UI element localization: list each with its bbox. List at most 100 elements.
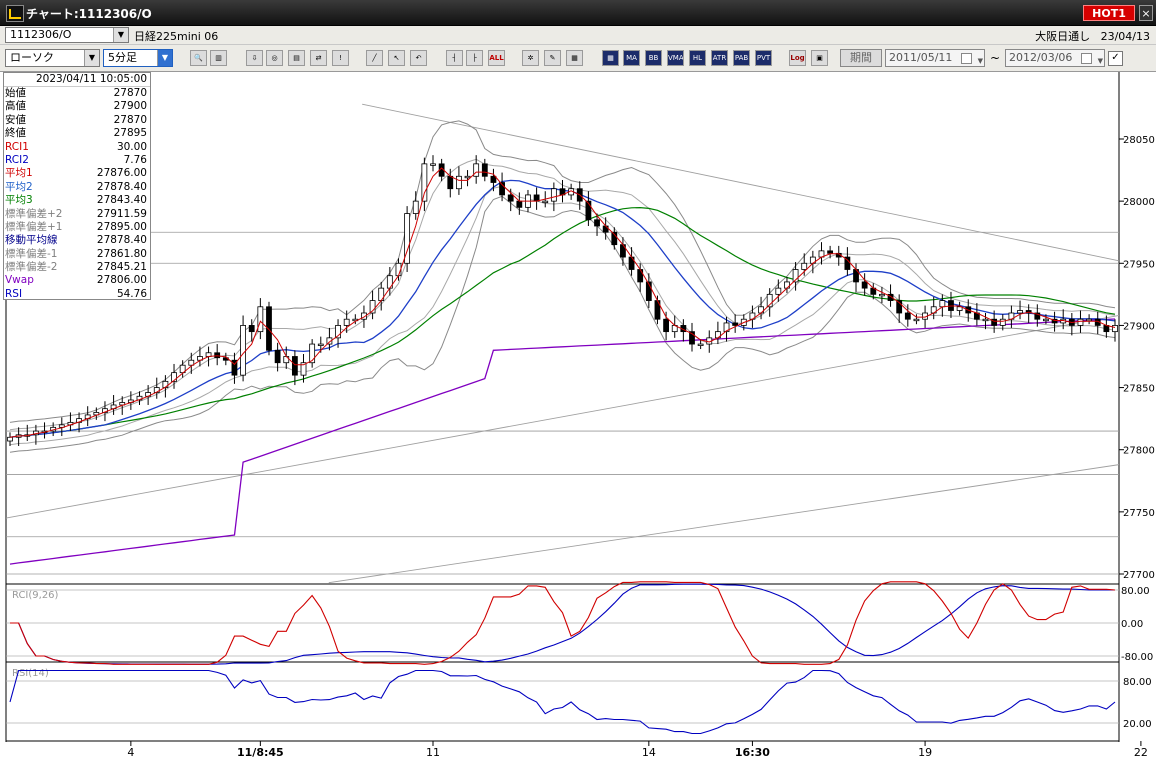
period-checkbox[interactable]: ✓ [1108,51,1123,66]
draw-line-icon[interactable]: ╱ [366,50,383,66]
atr-button[interactable]: ATR [711,50,728,66]
y-tick-label: 27850 [1123,384,1155,395]
hl-button[interactable]: HL [689,50,706,66]
pointer-icon[interactable]: ↖ [388,50,405,66]
candle-body [689,331,695,345]
date-from-field[interactable]: 2011/05/11 ▼ [885,49,985,67]
candle-body [240,325,246,376]
trend-line [5,315,1120,519]
symbol-select[interactable]: 1112306/O ▼ [5,27,129,43]
info-panel: 2023/04/11 10:05:00 始値 27870 高値 27900 安値 2787… [3,72,151,300]
candle-body [956,306,963,311]
info-row: 平均3 27843.40 [4,194,150,207]
pvt-button[interactable]: PVT [755,50,772,66]
y-tick-label: 28000 [1123,197,1155,208]
candle-body [231,359,238,376]
calendar-icon[interactable] [1081,53,1092,64]
chevron-down-icon[interactable]: ▼ [1097,57,1103,65]
candle-body [999,318,1006,326]
bar-chart-icon[interactable]: ▤ [288,50,305,66]
color-icon[interactable]: ▦ [566,50,583,66]
chevron-down-icon[interactable]: ▼ [84,50,99,66]
candle-body [1043,318,1049,322]
x-tick-label: 19 [918,746,932,759]
info-row: 終値 27895 [4,127,150,140]
period-button[interactable]: 期間 [840,49,882,67]
chart-type-select[interactable]: ローソク ▼ [5,49,100,67]
candle-body [300,362,307,376]
download-icon[interactable]: ⇩ [246,50,263,66]
candle-body [248,325,255,333]
y-tick-label: 27750 [1123,508,1155,519]
chart-type-value: ローソク [10,51,54,64]
log-button[interactable]: Log [789,50,806,66]
zoom-icon[interactable]: 🔍 [190,50,207,66]
chevron-down-icon[interactable]: ▼ [157,50,172,66]
close-button[interactable]: × [1139,5,1153,21]
chart-canvas[interactable]: 28050 28000 27950 27900 27850 27800 27750 27700… [0,72,1156,760]
candle-right-icon[interactable]: ├ [466,50,483,66]
panel-icon[interactable]: ▣ [811,50,828,66]
bollinger-band-line [9,185,1116,446]
y-tick-label: 28050 [1123,135,1155,146]
candle-body [991,318,998,326]
info-label: 平均1 [5,167,33,180]
target-icon[interactable]: ◎ [266,50,283,66]
y-axis-area [1119,72,1156,760]
chevron-down-icon[interactable]: ▼ [113,28,128,42]
candle-left-icon[interactable]: ┤ [446,50,463,66]
candle-body [490,175,497,183]
candle-body [404,213,411,264]
wrench-icon[interactable]: ✎ [544,50,561,66]
candle-body [982,318,989,322]
all-button[interactable]: ALL [488,50,505,66]
hot-button[interactable]: HOT1 [1083,5,1135,21]
info-row: 安値 27870 [4,114,150,127]
interval-value: 5分足 [108,51,137,64]
candle-body [550,188,557,202]
pab-button[interactable]: PAB [733,50,750,66]
alert-icon[interactable]: ! [332,50,349,66]
candle-body [309,343,316,364]
info-rows: 始値 27870 高値 27900 安値 27870 終値 27895 RCI1 30.00 RCI… [4,87,150,301]
bollinger-band-line [9,195,1116,453]
rsi-tick-label: 80.00 [1123,677,1152,688]
vwap-line [9,318,1116,565]
candle-body [697,343,704,346]
info-row: 高値 27900 [4,100,150,113]
bb-button[interactable]: BB [645,50,662,66]
compare-icon[interactable]: ⇄ [310,50,327,66]
chart-background [0,72,1156,760]
undo-icon[interactable]: ↶ [410,50,427,66]
info-label: 始値 [5,87,26,99]
candle-body [542,200,549,204]
chevron-down-icon[interactable]: ▼ [977,57,983,65]
ma-button[interactable]: MA [623,50,640,66]
bollinger-band-line [9,120,1116,423]
vma-button[interactable]: VMA [667,50,684,66]
candle-body [283,356,290,364]
calendar-icon[interactable] [961,53,972,64]
candle-body [7,436,13,442]
toolbar: ローソク ▼ 5分足 ▼ 🔍 ▥ ⇩ ◎ ▤ ⇄ ! ╱ ↖ ↶ ┤ ├ ALL… [0,45,1156,72]
info-value: 27900 [113,100,147,113]
info-label: 高値 [5,100,26,113]
date-to-field[interactable]: 2012/03/06 ▼ [1005,49,1105,67]
candle-body [516,200,523,208]
info-timestamp: 2023/04/11 10:05:00 [4,73,150,87]
candle-body [827,250,834,254]
candle-body [266,306,272,351]
info-label: RSI [5,287,23,300]
info-value: 7.76 [123,153,147,166]
info-label: 標準偏差+2 [5,207,63,220]
settings-icon[interactable]: ✲ [522,50,539,66]
candle-body [317,343,324,346]
grid-icon[interactable]: ▦ [602,50,619,66]
current-date: 23/04/13 [1100,30,1150,43]
interval-select[interactable]: 5分足 ▼ [103,49,173,67]
info-row: 標準偏差-2 27845.21 [4,261,150,274]
info-value: 27806.00 [96,274,147,287]
split-icon[interactable]: ▥ [210,50,227,66]
y-tick-label: 27900 [1123,321,1155,332]
candle-body [611,231,618,246]
